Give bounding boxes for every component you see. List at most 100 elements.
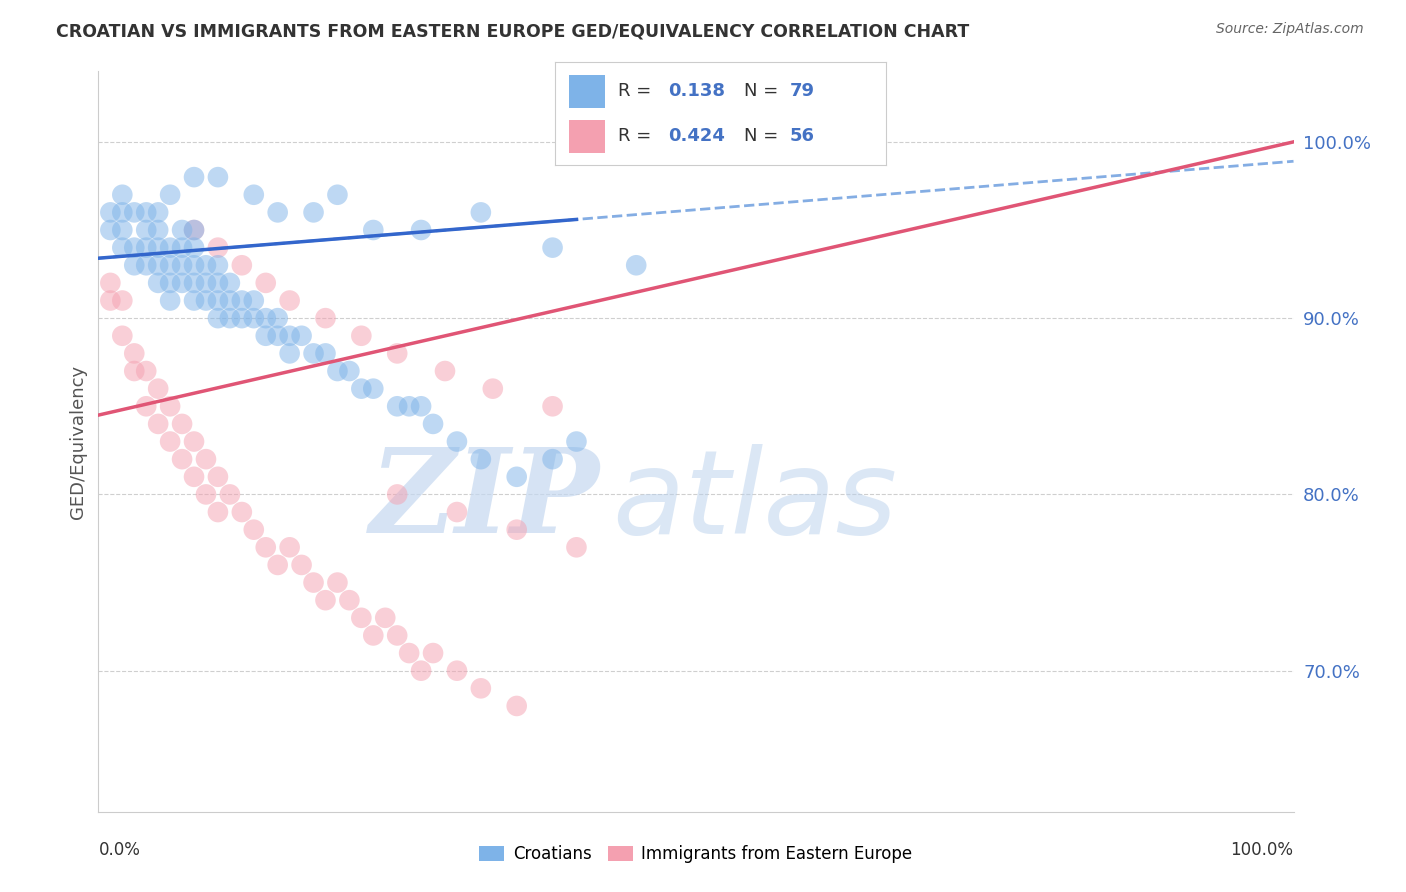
Point [111,205,134,219]
Point [243,523,266,537]
Point [159,399,181,413]
Legend: Croatians, Immigrants from Eastern Europe: Croatians, Immigrants from Eastern Europ… [472,838,920,870]
Point [315,311,337,326]
Point [172,417,194,431]
Point [350,328,373,343]
Point [385,399,409,413]
Point [411,399,433,413]
Point [183,293,205,308]
Point [446,434,468,449]
Point [183,223,205,237]
Point [183,258,205,272]
Point [385,487,409,501]
Point [363,382,385,396]
Point [172,452,194,467]
Text: 0.424: 0.424 [668,128,724,145]
Point [302,205,325,219]
Point [98,205,122,219]
Bar [568,120,605,153]
Point [207,170,229,185]
Point [267,558,290,572]
Point [243,293,266,308]
Point [124,205,146,219]
Point [326,187,349,202]
Point [111,223,134,237]
Point [219,311,242,326]
Point [159,258,181,272]
Point [243,187,266,202]
Point [470,452,492,467]
Point [231,505,253,519]
Point [434,364,457,378]
Point [148,223,170,237]
Point [267,205,290,219]
Point [291,558,314,572]
Point [98,223,122,237]
Point [111,328,134,343]
Point [195,452,218,467]
Point [541,241,564,255]
Point [541,399,564,413]
Point [422,417,444,431]
Point [565,434,588,449]
Point [159,293,181,308]
Point [350,611,373,625]
Point [135,241,157,255]
Point [291,328,314,343]
Point [159,241,181,255]
Point [422,646,444,660]
Point [172,223,194,237]
Point [302,346,325,360]
Point [207,505,229,519]
Text: N =: N = [744,128,783,145]
Text: atlas: atlas [613,443,897,558]
Point [98,276,122,290]
Point [326,575,349,590]
Point [446,505,468,519]
Point [124,258,146,272]
Point [135,258,157,272]
Point [183,434,205,449]
Point [326,364,349,378]
Point [195,276,218,290]
Point [506,698,529,713]
Point [111,293,134,308]
Text: R =: R = [619,128,657,145]
Point [315,346,337,360]
Point [135,223,157,237]
Point [195,487,218,501]
Point [339,593,361,607]
Text: 0.0%: 0.0% [98,841,141,859]
Point [124,241,146,255]
Point [172,258,194,272]
Point [195,293,218,308]
Text: 0.138: 0.138 [668,82,724,100]
Point [350,382,373,396]
Point [207,241,229,255]
Point [183,223,205,237]
Text: ZIP: ZIP [370,443,600,558]
Point [148,417,170,431]
Point [148,258,170,272]
Point [207,470,229,484]
Point [231,258,253,272]
Point [541,452,564,467]
Point [278,541,301,555]
Point [267,328,290,343]
Text: 56: 56 [790,128,815,145]
Point [172,241,194,255]
Point [135,399,157,413]
Point [278,346,301,360]
Point [411,664,433,678]
Point [385,346,409,360]
Point [183,276,205,290]
Text: R =: R = [619,82,657,100]
Point [219,293,242,308]
Point [446,664,468,678]
Point [231,293,253,308]
Point [363,223,385,237]
Point [470,205,492,219]
Text: N =: N = [744,82,783,100]
Point [254,541,277,555]
Point [111,241,134,255]
